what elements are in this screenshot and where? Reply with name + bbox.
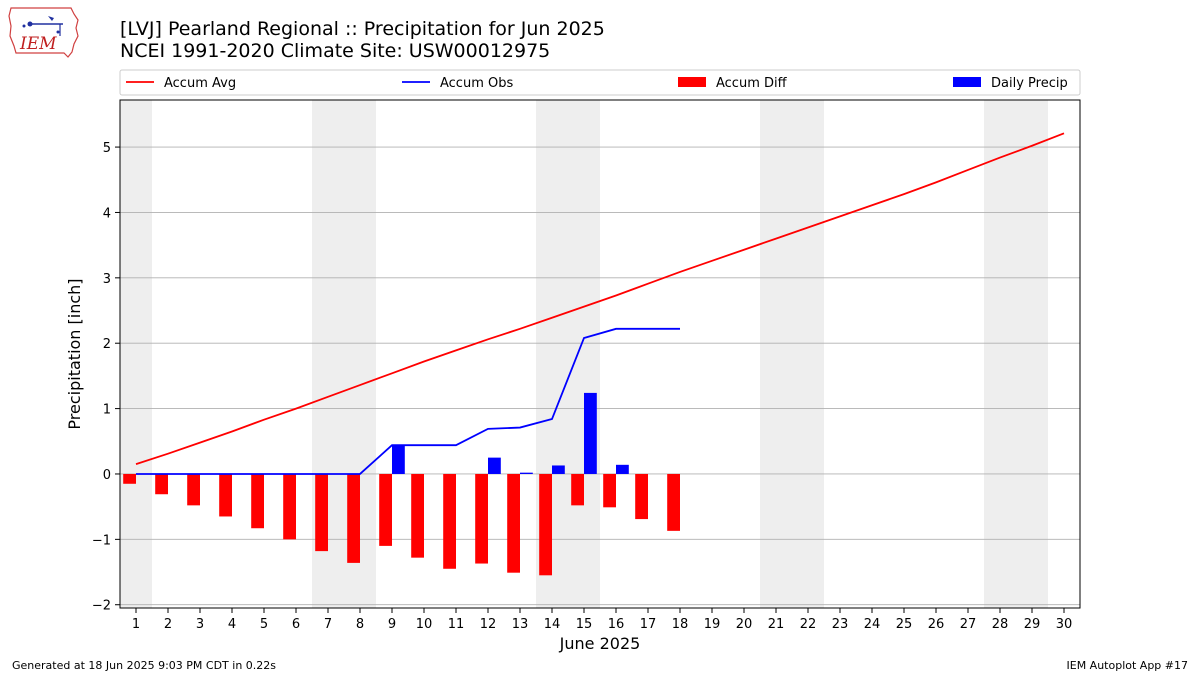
x-axis-ticks: 1 2 3 4 5 6 7 8 9 10 11 12 13 14 15 16 17 18 19 20 21 22 23 24 2… (132, 608, 1072, 632)
line-marks (135, 132, 1065, 475)
x-tick-label: 15 (576, 617, 593, 632)
accum-diff-bar (411, 473, 424, 558)
daily-precip-bar (616, 464, 629, 474)
x-tick-label: 8 (356, 617, 364, 632)
accum-avg-line (135, 132, 1065, 466)
x-tick-label: 19 (704, 617, 721, 632)
y-tick-label: 1 (103, 403, 111, 418)
daily-precip-bar (488, 457, 501, 474)
accum-diff-bar (667, 473, 680, 531)
y-tick-label: 3 (103, 272, 111, 287)
legend-label: Accum Diff (716, 76, 788, 91)
accum-diff-bar (155, 473, 168, 495)
site-logo: IEM (8, 6, 80, 58)
x-tick-label: 6 (292, 617, 300, 632)
x-axis-label: June 2025 (559, 634, 641, 653)
y-tick-label: 4 (103, 206, 111, 221)
x-tick-label: 25 (896, 617, 913, 632)
x-tick-label: 26 (928, 617, 945, 632)
legend-label: Accum Obs (440, 76, 513, 91)
accum-obs-line (136, 327, 680, 475)
y-tick-label: 0 (103, 468, 111, 483)
daily-precip-bar (584, 392, 597, 474)
weekend-band (120, 100, 152, 608)
grid-lines (120, 146, 1080, 606)
legend-frame (119, 69, 1081, 96)
x-tick-label: 28 (992, 617, 1009, 632)
accum-diff-bar (507, 473, 520, 573)
x-tick-label: 21 (768, 617, 785, 632)
accum-diff-bar (283, 473, 296, 540)
x-tick-label: 14 (544, 617, 561, 632)
x-tick-label: 2 (164, 617, 172, 632)
y-tick-label: 5 (103, 141, 111, 156)
x-tick-label: 10 (416, 617, 433, 632)
y-axis-label: Precipitation [inch] (65, 278, 84, 429)
y-axis-ticks: −2 −1 0 1 2 3 4 5 (92, 141, 120, 614)
accum-diff-bar (475, 473, 488, 564)
x-tick-label: 29 (1024, 617, 1041, 632)
daily-precip-bar (392, 445, 405, 474)
accum-diff-bar (219, 473, 232, 517)
logo-text: IEM (20, 34, 57, 54)
daily-precip-bar (552, 465, 565, 474)
x-tick-label: 9 (388, 617, 396, 632)
accum-diff-bar (379, 473, 392, 546)
x-tick-label: 17 (640, 617, 657, 632)
x-tick-label: 7 (324, 617, 332, 632)
accum-diff-bar (123, 473, 136, 484)
weekend-band (984, 100, 1048, 608)
legend-swatch (678, 77, 706, 87)
x-tick-label: 23 (832, 617, 849, 632)
daily-precip-bar (520, 472, 533, 474)
legend-label: Accum Avg (164, 76, 236, 91)
legend-swatch (953, 77, 981, 87)
y-tick-label: −2 (92, 599, 111, 614)
x-tick-label: 5 (260, 617, 268, 632)
x-tick-label: 13 (512, 617, 529, 632)
x-tick-label: 18 (672, 617, 689, 632)
weekend-band (760, 100, 824, 608)
x-tick-label: 30 (1056, 617, 1073, 632)
x-tick-label: 3 (196, 617, 204, 632)
bar-marks (123, 392, 680, 576)
x-tick-label: 4 (228, 617, 236, 632)
accum-diff-bar (443, 473, 456, 569)
accum-diff-bar (539, 473, 552, 576)
footer-generated: Generated at 18 Jun 2025 9:03 PM CDT in … (12, 659, 277, 672)
weekend-bands (120, 100, 1048, 608)
chart-subtitle: NCEI 1991-2020 Climate Site: USW00012975 (120, 40, 551, 62)
x-tick-label: 16 (608, 617, 625, 632)
x-tick-label: 27 (960, 617, 977, 632)
accum-diff-bar (347, 473, 360, 563)
x-tick-label: 12 (480, 617, 497, 632)
legend-label: Daily Precip (991, 76, 1068, 91)
x-tick-label: 20 (736, 617, 753, 632)
x-tick-label: 22 (800, 617, 817, 632)
y-tick-label: 2 (103, 337, 111, 352)
accum-diff-bar (571, 473, 584, 506)
plot-frame (119, 99, 1081, 609)
iowa-outline-icon (8, 7, 79, 58)
accum-diff-bar (187, 473, 200, 506)
x-tick-label: 1 (132, 617, 140, 632)
x-tick-label: 11 (448, 617, 465, 632)
footer-app: IEM Autoplot App #17 (1066, 659, 1189, 672)
accum-diff-bar (251, 473, 264, 529)
x-tick-label: 24 (864, 617, 881, 632)
legend: Accum Avg Accum Obs Accum Diff Daily Precip (119, 69, 1081, 96)
accum-diff-bar (635, 473, 648, 520)
accum-diff-bar (603, 473, 616, 508)
accum-diff-bar (315, 473, 328, 552)
chart-title: [LVJ] Pearland Regional :: Precipitation… (120, 18, 605, 40)
y-tick-label: −1 (92, 533, 111, 548)
